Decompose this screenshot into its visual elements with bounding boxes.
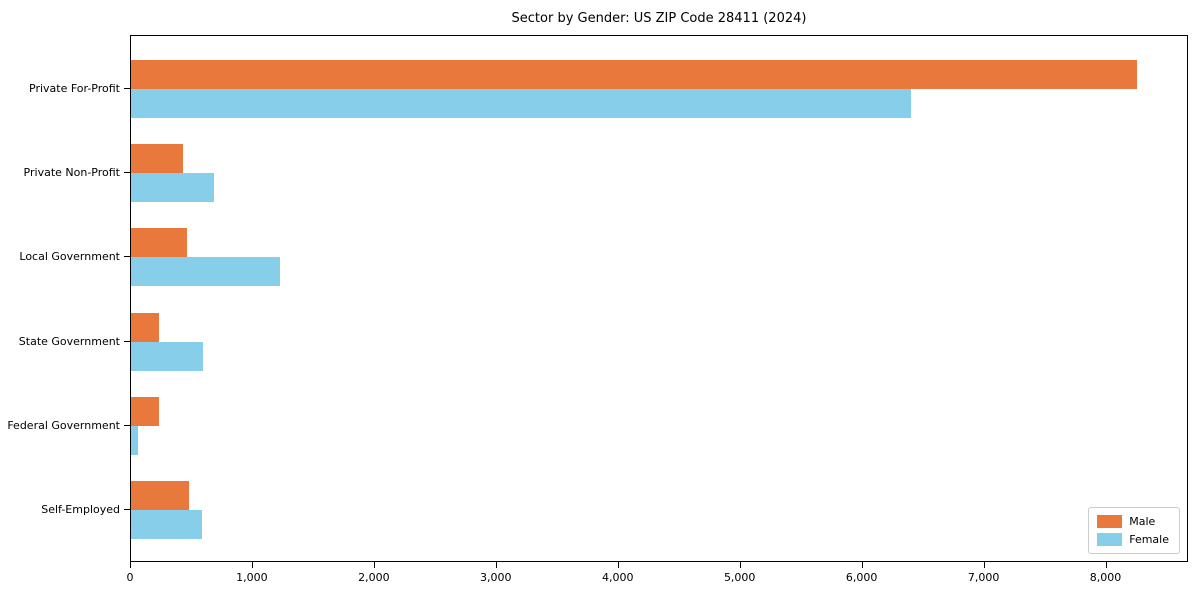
bar-female-2 (131, 173, 214, 203)
bar-female-5 (131, 425, 138, 455)
plot-area: Male Female (130, 35, 1188, 562)
x-tick-mark (251, 562, 253, 568)
bar-male-1 (131, 60, 1137, 89)
legend-swatch-male (1097, 515, 1123, 528)
bar-male-3 (131, 228, 188, 258)
bar-male-4 (131, 312, 159, 342)
y-tick-label: Federal Government (7, 418, 120, 432)
x-tick-mark (739, 562, 741, 568)
x-tick-label: 0 (126, 571, 134, 584)
y-tick-mark (124, 256, 130, 258)
legend-label-male: Male (1129, 515, 1156, 528)
y-tick-label: Private For-Profit (29, 82, 120, 95)
x-tick-mark (1105, 562, 1107, 568)
x-tick-mark (495, 562, 497, 568)
y-tick-mark (124, 340, 130, 342)
y-tick-label: Local Government (19, 250, 120, 264)
y-tick-mark (124, 88, 130, 89)
y-tick-label: State Government (18, 334, 120, 348)
bar-female-4 (131, 341, 203, 371)
legend-label-female: Female (1129, 533, 1169, 546)
y-tick-mark (124, 172, 130, 174)
x-tick-label: 7,000 (967, 571, 1000, 584)
legend-swatch-female (1097, 533, 1123, 546)
bar-female-6 (131, 510, 203, 539)
x-tick-label: 3,000 (480, 571, 512, 584)
bar-male-5 (131, 396, 159, 426)
x-tick-label: 6,000 (845, 571, 878, 584)
bar-male-2 (131, 144, 184, 174)
y-tick-label: Self-Employed (41, 503, 120, 516)
legend-item-male: Male (1097, 515, 1169, 528)
y-tick-label: Private Non-Profit (23, 166, 120, 180)
x-tick-mark (373, 562, 375, 568)
x-tick-mark (861, 562, 863, 568)
x-tick-mark (130, 562, 131, 568)
chart-title: Sector by Gender: US ZIP Code 28411 (202… (511, 11, 807, 26)
y-tick-mark (124, 509, 130, 510)
x-tick-label: 8,000 (1089, 571, 1122, 584)
x-tick-label: 4,000 (602, 571, 634, 584)
x-tick-label: 1,000 (236, 571, 268, 584)
bar-male-6 (131, 481, 189, 510)
x-tick-mark (983, 562, 985, 568)
legend: Male Female (1088, 507, 1180, 554)
legend-item-female: Female (1097, 533, 1169, 546)
x-tick-label: 2,000 (358, 571, 390, 584)
bar-female-3 (131, 257, 280, 287)
y-tick-mark (124, 424, 130, 426)
x-tick-mark (617, 562, 619, 568)
bar-female-1 (131, 89, 912, 118)
x-tick-label: 5,000 (723, 571, 756, 584)
